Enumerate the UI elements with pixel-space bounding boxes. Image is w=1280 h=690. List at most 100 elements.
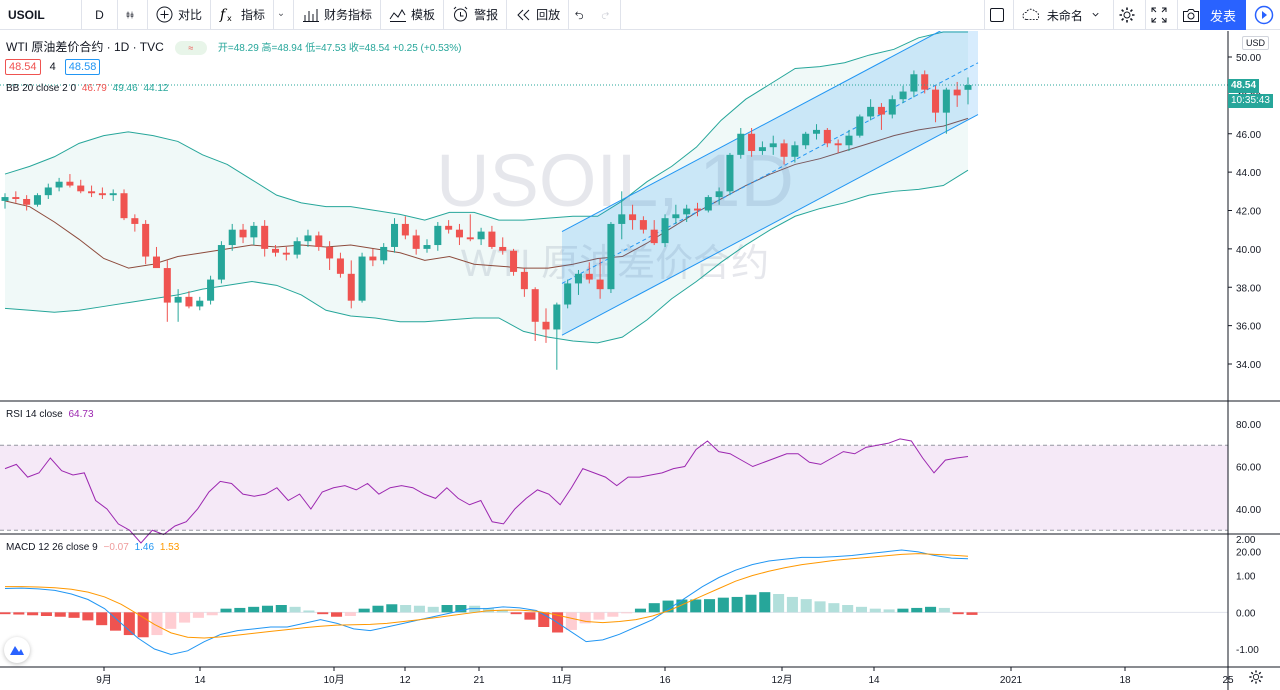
macd-histogram-bar <box>40 612 52 616</box>
macd-histogram-bar <box>579 612 591 624</box>
play-button[interactable] <box>1248 0 1280 30</box>
candle-body <box>639 220 647 230</box>
macd-histogram-bar <box>745 594 757 613</box>
price-tick-label: 34.00 <box>1236 360 1261 371</box>
candle-body <box>12 197 20 199</box>
macd-histogram-bar <box>759 592 771 613</box>
bb-lower-value: 44.12 <box>143 83 169 94</box>
financials-label: 财务指标 <box>324 8 373 22</box>
ohlc-values: 开=48.29 高=48.94 低=47.53 收=48.54 +0.25 (+… <box>217 43 462 54</box>
time-tick-label: 12月 <box>771 674 792 686</box>
candle-body <box>964 85 972 90</box>
candle-body <box>477 231 485 240</box>
candle-body <box>196 300 204 307</box>
compare-pill[interactable]: ≈ <box>174 41 207 56</box>
candle-body <box>899 91 907 100</box>
financials-button[interactable]: 财务指标 <box>294 0 382 30</box>
layout-name-label: 未命名 <box>1046 8 1083 23</box>
candle-body <box>499 246 507 251</box>
chart-canvas[interactable]: USOIL, 1D WTI 原油差价合约 50.0048.0046.0044.0… <box>0 31 1280 690</box>
macd-histogram-bar <box>455 605 467 613</box>
candle-body <box>650 229 658 244</box>
svg-text:f: f <box>219 7 228 23</box>
chart-area[interactable]: USOIL, 1D WTI 原油差价合约 50.0048.0046.0044.0… <box>0 31 1280 690</box>
bb-basis-value: 46.79 <box>81 83 107 94</box>
macd-line-value: 1.46 <box>134 542 155 553</box>
macd-histogram-bar <box>565 612 577 630</box>
bar-chart-icon <box>303 9 320 22</box>
symbol-title: WTI 原油差价合约 · 1D · TVC <box>6 40 164 54</box>
chevron-down-icon <box>279 13 284 16</box>
bid-ask: 48.54 4 48.58 <box>5 59 101 75</box>
rsi-band-fill <box>0 445 1228 531</box>
candle-body <box>326 246 334 259</box>
candle-body <box>131 218 139 224</box>
macd-histogram-bar <box>634 608 646 613</box>
time-tick-label: 12 <box>399 675 411 686</box>
time-tick-label: 2021 <box>1000 675 1023 686</box>
buy-price-button[interactable]: 48.58 <box>64 59 101 75</box>
fullscreen-checkbox[interactable] <box>984 0 1014 30</box>
candle-body <box>953 89 961 96</box>
tradingview-logo[interactable] <box>4 637 30 663</box>
interval-button[interactable]: D <box>82 0 118 30</box>
candle-body <box>823 129 831 144</box>
publish-button[interactable]: 发表 <box>1200 0 1246 30</box>
candle-body <box>163 268 171 303</box>
chart-type-button[interactable] <box>118 0 148 30</box>
candle-body <box>748 133 756 152</box>
candle-body <box>88 191 96 194</box>
gear-icon <box>1249 670 1263 684</box>
candle-body <box>142 223 150 257</box>
time-axis-settings[interactable] <box>1248 669 1264 690</box>
candle-body <box>769 143 777 148</box>
settings-button[interactable] <box>1114 0 1146 30</box>
replay-label: 回放 <box>536 8 561 22</box>
layout-name-button[interactable]: 未命名 <box>1014 0 1114 30</box>
macd-signal-line <box>5 553 969 639</box>
fullscreen-button[interactable] <box>1146 0 1178 30</box>
alert-button[interactable]: 警报 <box>444 0 508 30</box>
macd-histogram-bar <box>786 596 798 613</box>
macd-line <box>4 549 969 656</box>
time-tick-label: 25 <box>1222 675 1234 686</box>
indicators-dropdown[interactable] <box>274 0 295 30</box>
macd-histogram-bar <box>248 606 260 613</box>
templates-button[interactable]: 模板 <box>381 0 445 30</box>
candle-body <box>520 271 528 290</box>
candle-body <box>77 185 85 192</box>
undo-button[interactable] <box>569 0 595 30</box>
candle-body <box>282 252 290 255</box>
cloud-icon <box>1022 8 1040 20</box>
time-tick-label: 14 <box>868 675 880 686</box>
candle-body <box>704 197 712 211</box>
currency-label[interactable]: USD <box>1242 36 1270 50</box>
camera-icon <box>1183 9 1199 22</box>
price-tick-label: 50.00 <box>1236 53 1261 64</box>
macd-histogram-bar <box>441 605 453 613</box>
symbol-label: USOIL <box>8 7 45 22</box>
rsi-tick-label: 20.00 <box>1236 548 1261 559</box>
redo-button[interactable] <box>595 0 622 30</box>
bb-upper-value: 49.46 <box>112 83 138 94</box>
compare-button[interactable]: 对比 <box>148 0 212 30</box>
macd-histogram-bar <box>607 612 619 617</box>
alert-label: 警报 <box>474 8 499 22</box>
last-price-tag: 48.54 <box>1228 79 1260 93</box>
candle-body <box>488 231 496 247</box>
macd-histogram-bar <box>151 612 163 636</box>
candle-body <box>98 193 106 196</box>
indicators-label: 指标 <box>241 8 266 22</box>
time-tick-label: 11月 <box>552 674 572 686</box>
macd-histogram-bar <box>966 612 978 615</box>
macd-histogram-bar <box>593 612 605 620</box>
replay-button[interactable]: 回放 <box>507 0 570 30</box>
bb-legend: BB 20 close 2 0 46.79 49.46 44.12 <box>6 83 168 94</box>
sell-price-button[interactable]: 48.54 <box>5 59 41 75</box>
symbol-search-button[interactable]: USOIL <box>0 0 82 30</box>
logo-icon <box>10 646 24 655</box>
macd-histogram-bar <box>482 607 495 613</box>
